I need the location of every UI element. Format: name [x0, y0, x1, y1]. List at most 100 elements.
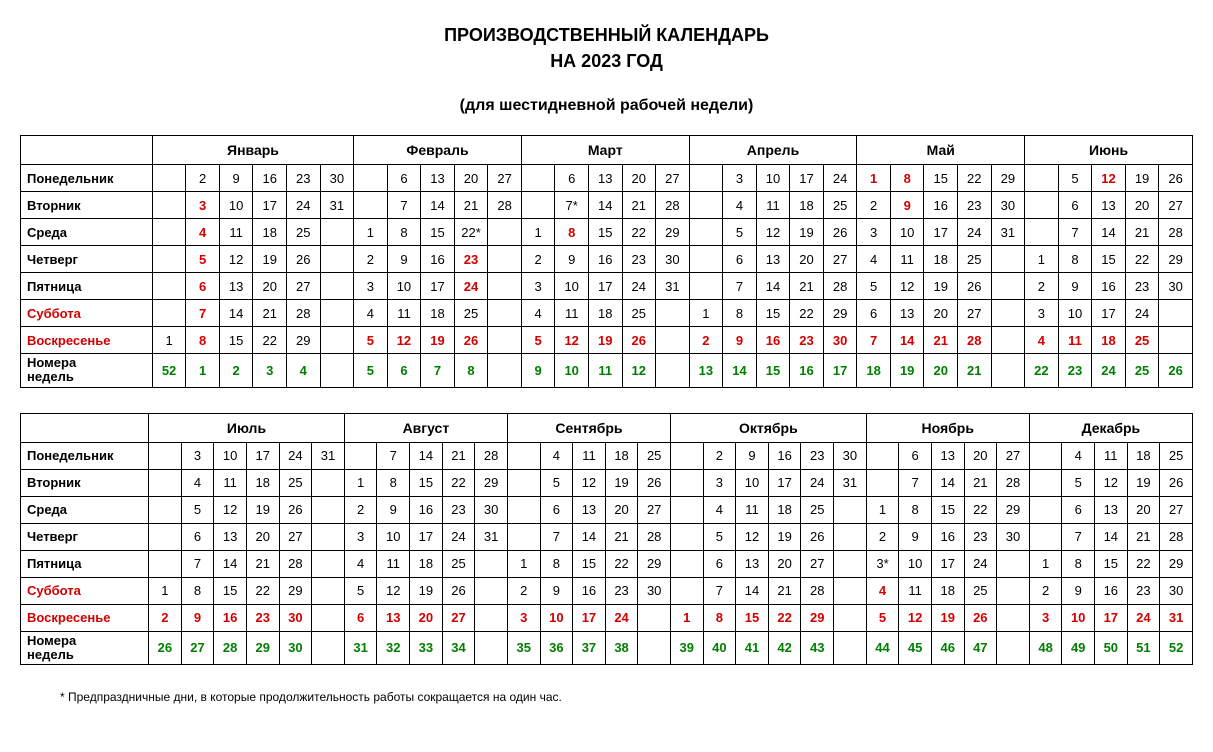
day-cell [312, 496, 345, 523]
week-number-cell: 1 [186, 354, 220, 388]
day-cell: 29 [823, 300, 857, 327]
day-cell: 24 [442, 523, 475, 550]
day-cell: 1 [149, 577, 182, 604]
day-cell: 17 [410, 523, 443, 550]
week-number-cell: 42 [768, 631, 801, 665]
day-cell: 3 [1025, 300, 1059, 327]
day-cell: 12 [555, 327, 589, 354]
day-cell [834, 577, 867, 604]
day-cell [1159, 300, 1193, 327]
day-cell: 5 [354, 327, 388, 354]
day-cell: 15 [573, 550, 606, 577]
day-cell: 16 [1092, 273, 1126, 300]
day-cell: 3 [181, 442, 214, 469]
day-cell: 1 [670, 604, 703, 631]
month-header: Декабрь [1029, 413, 1192, 442]
day-cell [834, 550, 867, 577]
day-cell [521, 192, 555, 219]
day-cell: 18 [246, 469, 279, 496]
day-cell: 6 [555, 165, 589, 192]
week-number-cell: 26 [1159, 354, 1193, 388]
day-cell: 1 [1025, 246, 1059, 273]
day-cell [507, 469, 540, 496]
day-cell: 13 [573, 496, 606, 523]
day-cell: 2 [689, 327, 723, 354]
day-cell: 26 [801, 523, 834, 550]
week-number-cell: 37 [573, 631, 606, 665]
day-cell: 14 [1092, 219, 1126, 246]
day-cell: 17 [790, 165, 824, 192]
month-header: Июль [149, 413, 345, 442]
day-cell: 19 [924, 273, 958, 300]
day-cell [344, 442, 377, 469]
day-cell: 12 [1092, 165, 1126, 192]
day-cell: 25 [286, 219, 320, 246]
day-cell: 6 [857, 300, 891, 327]
day-cell: 19 [768, 523, 801, 550]
day-cell: 12 [899, 604, 932, 631]
day-cell: 11 [890, 246, 924, 273]
footnote: * Предпраздничные дни, в которые продолж… [20, 690, 1193, 704]
day-cell: 14 [1095, 523, 1128, 550]
day-cell: 14 [573, 523, 606, 550]
day-cell: 5 [1062, 469, 1095, 496]
day-cell: 28 [801, 577, 834, 604]
day-cell [991, 327, 1025, 354]
weekday-label: Воскресенье [21, 604, 149, 631]
week-number-cell: 21 [958, 354, 992, 388]
day-cell [152, 219, 186, 246]
day-cell: 24 [605, 604, 638, 631]
day-cell [488, 300, 522, 327]
day-cell: 19 [588, 327, 622, 354]
day-cell: 28 [475, 442, 508, 469]
week-number-cell: 18 [857, 354, 891, 388]
day-cell: 22 [1127, 550, 1160, 577]
day-cell: 8 [540, 550, 573, 577]
day-cell: 28 [997, 469, 1030, 496]
day-cell: 26 [279, 496, 312, 523]
day-cell: 9 [377, 496, 410, 523]
day-cell: 27 [638, 496, 671, 523]
day-cell [320, 273, 354, 300]
weekday-label: Воскресенье [21, 327, 153, 354]
day-cell: 23 [958, 192, 992, 219]
day-cell: 4 [521, 300, 555, 327]
day-cell: 9 [219, 165, 253, 192]
day-cell: 12 [756, 219, 790, 246]
day-cell [638, 604, 671, 631]
day-cell: 2 [866, 523, 899, 550]
day-cell: 14 [421, 192, 455, 219]
day-cell: 14 [588, 192, 622, 219]
week-number-cell: 52 [152, 354, 186, 388]
week-number-cell: 9 [521, 354, 555, 388]
day-cell: 26 [964, 604, 997, 631]
day-cell: 20 [454, 165, 488, 192]
week-number-cell [475, 631, 508, 665]
day-cell [320, 327, 354, 354]
day-cell: 20 [964, 442, 997, 469]
day-cell [354, 192, 388, 219]
day-cell: 26 [1159, 165, 1193, 192]
week-number-cell: 25 [1125, 354, 1159, 388]
day-cell: 13 [214, 523, 247, 550]
day-cell [149, 469, 182, 496]
day-cell: 28 [656, 192, 690, 219]
day-cell [320, 300, 354, 327]
day-cell: 16 [214, 604, 247, 631]
month-header: Март [521, 136, 689, 165]
day-cell [997, 550, 1030, 577]
day-cell: 8 [186, 327, 220, 354]
day-cell: 25 [1125, 327, 1159, 354]
day-cell [1029, 469, 1062, 496]
day-cell: 27 [958, 300, 992, 327]
day-cell: 19 [421, 327, 455, 354]
day-cell: 29 [991, 165, 1025, 192]
day-cell: 21 [1125, 219, 1159, 246]
week-number-cell [488, 354, 522, 388]
day-cell [312, 577, 345, 604]
week-number-cell: 6 [387, 354, 421, 388]
day-cell: 24 [964, 550, 997, 577]
day-cell: 4 [866, 577, 899, 604]
day-cell [656, 327, 690, 354]
day-cell: 27 [801, 550, 834, 577]
